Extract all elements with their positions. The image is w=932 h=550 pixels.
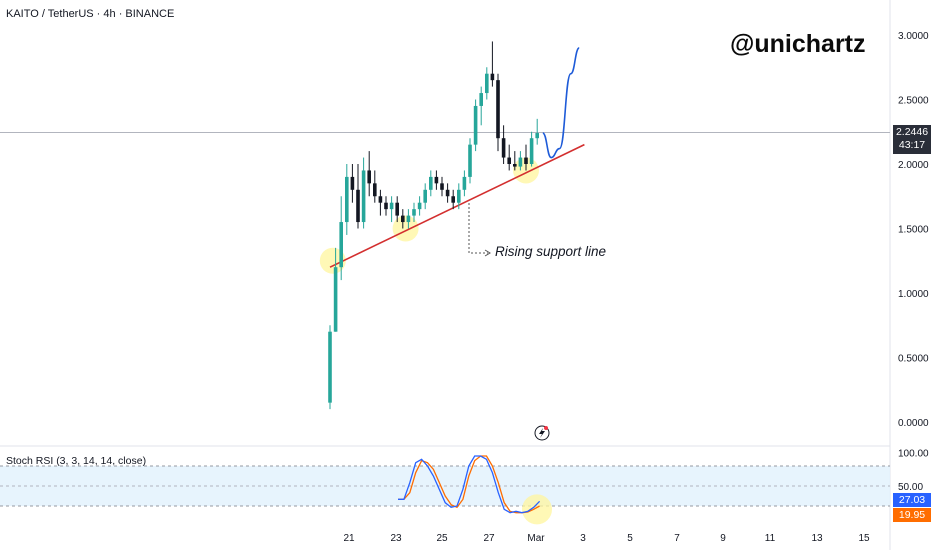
candle-body	[496, 80, 500, 139]
candle-body	[524, 157, 528, 164]
candle-body	[378, 196, 383, 203]
candle-body	[462, 176, 467, 190]
stoch-lines	[398, 455, 541, 514]
candles	[328, 41, 539, 410]
x-tick-label: 7	[674, 533, 680, 544]
x-tick-label: 27	[483, 533, 495, 544]
price-tag: 2.2446 43:17	[893, 125, 931, 154]
candle-body	[485, 73, 489, 94]
candle-body	[373, 183, 377, 197]
x-tick-label: 5	[627, 533, 633, 544]
candle-body	[440, 183, 444, 190]
y-tick-label: 1.0000	[898, 289, 929, 300]
y-tick-label: 2.0000	[898, 160, 929, 171]
stoch-highlight	[522, 494, 552, 525]
annotation-arrow	[468, 203, 491, 257]
candle-body	[535, 133, 539, 139]
symbol-title: KAITO / TetherUS · 4h · BINANCE	[6, 8, 175, 20]
candle-body	[429, 176, 433, 190]
candle-body	[445, 189, 450, 197]
watermark: @unichartz	[730, 30, 866, 58]
candle-body	[356, 189, 360, 223]
indicator-title: Stoch RSI (3, 3, 14, 14, close)	[6, 455, 147, 467]
stoch-d-tag: 19.95	[893, 508, 931, 522]
price-value: 2.2446	[895, 126, 929, 138]
x-axis: 21 23 25 27 Mar 3 5 7 9 11 13 15	[343, 533, 870, 544]
candle-body	[423, 189, 427, 203]
x-tick-label: 11	[765, 533, 776, 544]
x-tick-label: 23	[390, 533, 402, 544]
stoch-tick-label: 50.00	[898, 482, 923, 493]
touch-highlight	[319, 247, 346, 274]
candle-body	[473, 105, 478, 145]
candle-body	[389, 202, 394, 210]
candle-body	[345, 176, 349, 223]
annotation-connector	[468, 203, 488, 254]
support-line-stroke	[329, 143, 585, 268]
annotation-label: Rising support line	[495, 244, 607, 259]
stoch-tick-label: 100.00	[898, 449, 929, 460]
x-tick-label: 21	[343, 533, 355, 544]
candle-body	[501, 138, 506, 158]
annotation-arrowhead	[484, 249, 491, 257]
y-axis: 3.0000 2.5000 2.0000 1.5000 1.0000 0.5000 0.00…	[898, 31, 929, 493]
countdown: 43:17	[898, 139, 926, 151]
touch-highlights	[319, 157, 539, 274]
y-tick-label: 3.0000	[898, 31, 929, 42]
candle-body	[395, 202, 399, 216]
stoch-rsi-pane	[0, 465, 890, 525]
flash-icon	[534, 425, 550, 441]
support-line	[329, 143, 585, 268]
x-tick-label: 13	[811, 533, 823, 544]
candle-body	[468, 144, 472, 177]
candle-body	[401, 215, 405, 223]
candle-body	[479, 93, 483, 106]
candle-body	[507, 157, 511, 164]
candle-body	[457, 189, 461, 203]
candle-body	[451, 196, 455, 203]
flash-icon-dot	[544, 426, 548, 430]
flash-icon-bolt	[539, 428, 545, 438]
y-tick-label: 1.5000	[898, 225, 929, 236]
x-tick-label: Mar	[527, 533, 545, 544]
y-tick-label: 2.5000	[898, 96, 929, 107]
x-tick-label: 15	[858, 533, 870, 544]
candle-body	[333, 267, 338, 332]
x-tick-label: 3	[580, 533, 586, 544]
projection-path	[542, 47, 580, 159]
candle-body	[417, 202, 422, 210]
y-tick-label: 0.5000	[898, 354, 929, 365]
candle-body	[518, 157, 523, 167]
projection-curve	[542, 47, 580, 159]
candle-body	[513, 164, 517, 167]
candle-body	[412, 209, 416, 216]
candle-body	[384, 202, 388, 210]
candle-body	[361, 170, 366, 223]
plot-background	[0, 0, 890, 550]
candle-body	[339, 222, 343, 268]
stoch-d-line	[398, 455, 540, 514]
candle-body	[490, 73, 495, 81]
candle-body	[350, 176, 355, 190]
stoch-k-tag: 27.03	[893, 493, 931, 507]
y-tick-label: 0.0000	[898, 418, 929, 429]
x-tick-label: 9	[720, 533, 726, 544]
stoch-k-line	[398, 455, 541, 514]
x-tick-label: 25	[436, 533, 448, 544]
candle-body	[367, 170, 371, 184]
candle-body	[529, 138, 534, 164]
candle-body	[328, 331, 332, 403]
touch-highlight	[392, 215, 419, 242]
grid	[0, 0, 891, 550]
candle-body	[434, 176, 439, 184]
candle-body	[406, 215, 411, 223]
